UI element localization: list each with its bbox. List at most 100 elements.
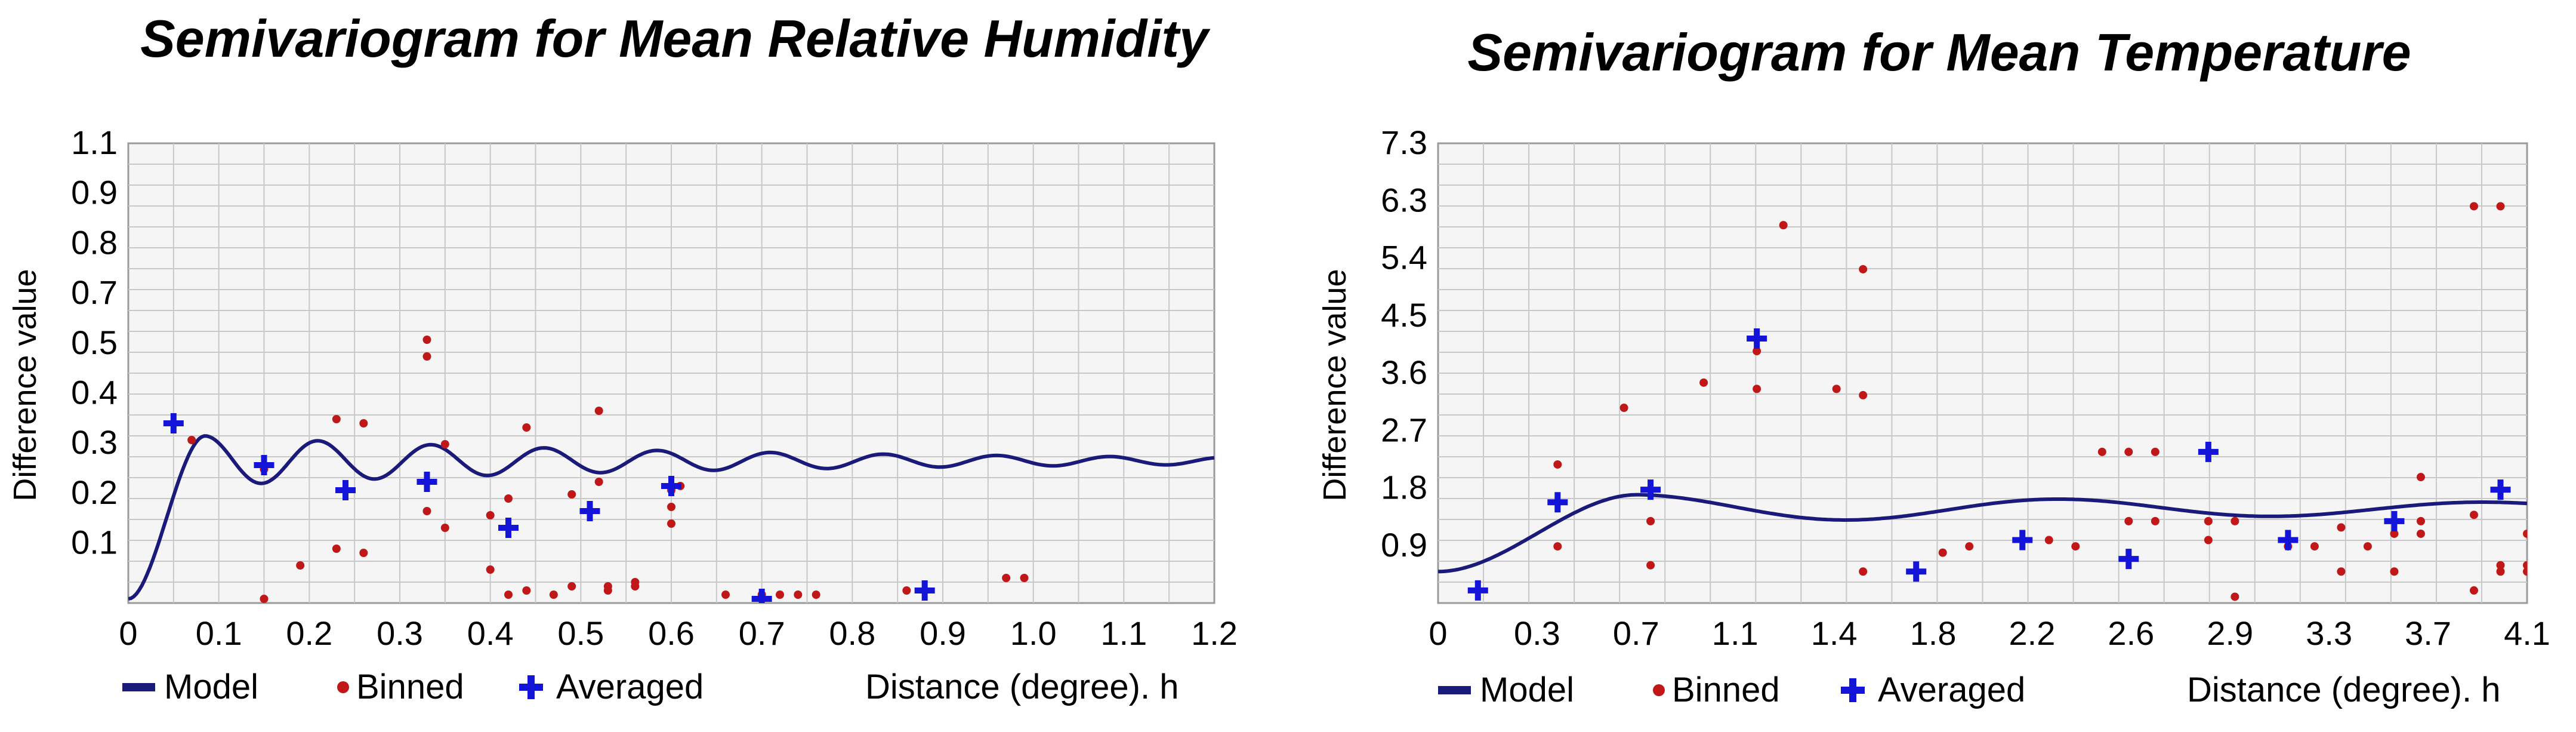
binned-point bbox=[2231, 592, 2239, 601]
binned-point bbox=[2124, 516, 2133, 525]
y-tick-label: 3.6 bbox=[1381, 353, 1427, 391]
averaged-point bbox=[2118, 549, 2139, 570]
binned-point bbox=[603, 582, 612, 590]
binned-point bbox=[1859, 264, 1868, 273]
x-tick-label: 0.4 bbox=[467, 614, 514, 652]
averaged-point bbox=[2278, 530, 2299, 550]
x-tick-label: 0.2 bbox=[286, 614, 332, 652]
binned-point bbox=[2523, 567, 2527, 576]
binned-point bbox=[187, 436, 196, 444]
x-tick-label: 0.8 bbox=[829, 614, 875, 652]
x-tick-label: 0 bbox=[119, 614, 137, 652]
binned-point bbox=[1020, 574, 1029, 582]
binned-point bbox=[2496, 561, 2505, 570]
x-tick-label: 0.7 bbox=[739, 614, 785, 652]
binned-point bbox=[504, 494, 513, 503]
x-tick-label: 1.4 bbox=[1811, 614, 1858, 652]
x-tick-label: 0 bbox=[1429, 614, 1447, 652]
binned-point bbox=[667, 503, 675, 511]
binned-point bbox=[2390, 529, 2399, 538]
binned-point bbox=[667, 519, 675, 528]
binned-point bbox=[2204, 516, 2213, 525]
averaged-point bbox=[579, 501, 600, 521]
series-layer bbox=[128, 336, 1214, 603]
y-tick-label: 0.7 bbox=[71, 273, 118, 311]
binned-point bbox=[1753, 347, 1761, 356]
averaged-point bbox=[417, 472, 437, 492]
x-tick-label: 1.0 bbox=[1010, 614, 1057, 652]
binned-point bbox=[440, 440, 449, 448]
temperature-chart: Semivariogram for Mean Temperature 0 0.3 0.… bbox=[1317, 23, 2550, 709]
averaged-point bbox=[1640, 479, 1661, 500]
legend-model-label: Model bbox=[164, 668, 258, 706]
x-tick-label: 2.6 bbox=[2108, 614, 2154, 652]
model-curve bbox=[1438, 493, 2527, 574]
binned-point bbox=[1619, 404, 1628, 413]
binned-point bbox=[902, 586, 911, 595]
x-axis-label: Distance (degree). h bbox=[2187, 671, 2500, 709]
binned-point bbox=[522, 586, 531, 595]
binned-point bbox=[2390, 567, 2399, 576]
binned-point bbox=[1938, 548, 1947, 557]
binned-point bbox=[2416, 473, 2425, 482]
averaged-point bbox=[335, 480, 356, 500]
chart-title: Semivariogram for Mean Temperature bbox=[1467, 23, 2411, 82]
averaged-point bbox=[914, 580, 935, 601]
binned-point bbox=[594, 407, 603, 415]
binned-point bbox=[2469, 510, 2478, 519]
binned-point bbox=[2337, 567, 2346, 576]
binned-point bbox=[296, 561, 305, 570]
binned-point bbox=[332, 415, 341, 423]
legend-model-swatch bbox=[122, 683, 155, 691]
legend-binned-swatch bbox=[337, 681, 349, 693]
y-tick-label: 0.4 bbox=[71, 373, 118, 411]
binned-point bbox=[422, 507, 431, 515]
averaged-point bbox=[2384, 510, 2405, 531]
binned-point bbox=[1753, 385, 1761, 393]
binned-point bbox=[549, 590, 558, 599]
averaged-point bbox=[661, 476, 681, 496]
binned-point bbox=[2231, 516, 2239, 525]
y-tick-label: 5.4 bbox=[1381, 239, 1427, 276]
x-tick-label: 0.3 bbox=[377, 614, 423, 652]
series-layer bbox=[1438, 202, 2527, 601]
y-tick-label: 4.5 bbox=[1381, 296, 1427, 334]
binned-point bbox=[631, 578, 640, 586]
binned-point bbox=[2496, 202, 2505, 211]
binned-point bbox=[1859, 567, 1868, 576]
y-tick-label: 1.8 bbox=[1381, 469, 1427, 506]
y-tick-label: 0.2 bbox=[71, 473, 118, 511]
binned-point bbox=[1832, 385, 1841, 393]
y-tick-label: 0.9 bbox=[71, 174, 118, 211]
x-tick-label: 0.5 bbox=[557, 614, 604, 652]
binned-point bbox=[2416, 529, 2425, 538]
averaged-point bbox=[163, 413, 184, 433]
averaged-point bbox=[1467, 580, 1488, 601]
binned-point bbox=[2151, 447, 2159, 456]
y-axis-label: Difference value bbox=[1317, 269, 1353, 501]
binned-point bbox=[594, 478, 603, 486]
y-tick-label: 1.1 bbox=[71, 124, 118, 161]
x-axis-label: Distance (degree). h bbox=[865, 668, 1179, 706]
averaged-point bbox=[254, 455, 274, 475]
binned-point bbox=[1002, 574, 1011, 582]
binned-point bbox=[486, 565, 495, 574]
x-tick-label: 0.3 bbox=[1514, 614, 1560, 652]
binned-point bbox=[422, 352, 431, 361]
binned-point bbox=[2523, 529, 2527, 538]
x-tick-label: 2.9 bbox=[2207, 614, 2253, 652]
averaged-point bbox=[1547, 492, 1568, 513]
binned-point bbox=[2523, 561, 2527, 570]
binned-point bbox=[567, 490, 576, 499]
x-tick-label: 1.2 bbox=[1191, 614, 1238, 652]
chart-title: Semivariogram for Mean Relative Humidity bbox=[140, 9, 1211, 68]
binned-point bbox=[332, 545, 341, 553]
x-tick-label: 0.6 bbox=[648, 614, 695, 652]
x-tick-label: 3.7 bbox=[2405, 614, 2451, 652]
binned-point bbox=[2469, 586, 2478, 595]
binned-point bbox=[794, 590, 803, 599]
binned-point bbox=[1699, 378, 1708, 387]
binned-point bbox=[2310, 542, 2319, 551]
binned-point bbox=[2071, 542, 2080, 551]
binned-point bbox=[2097, 447, 2106, 456]
